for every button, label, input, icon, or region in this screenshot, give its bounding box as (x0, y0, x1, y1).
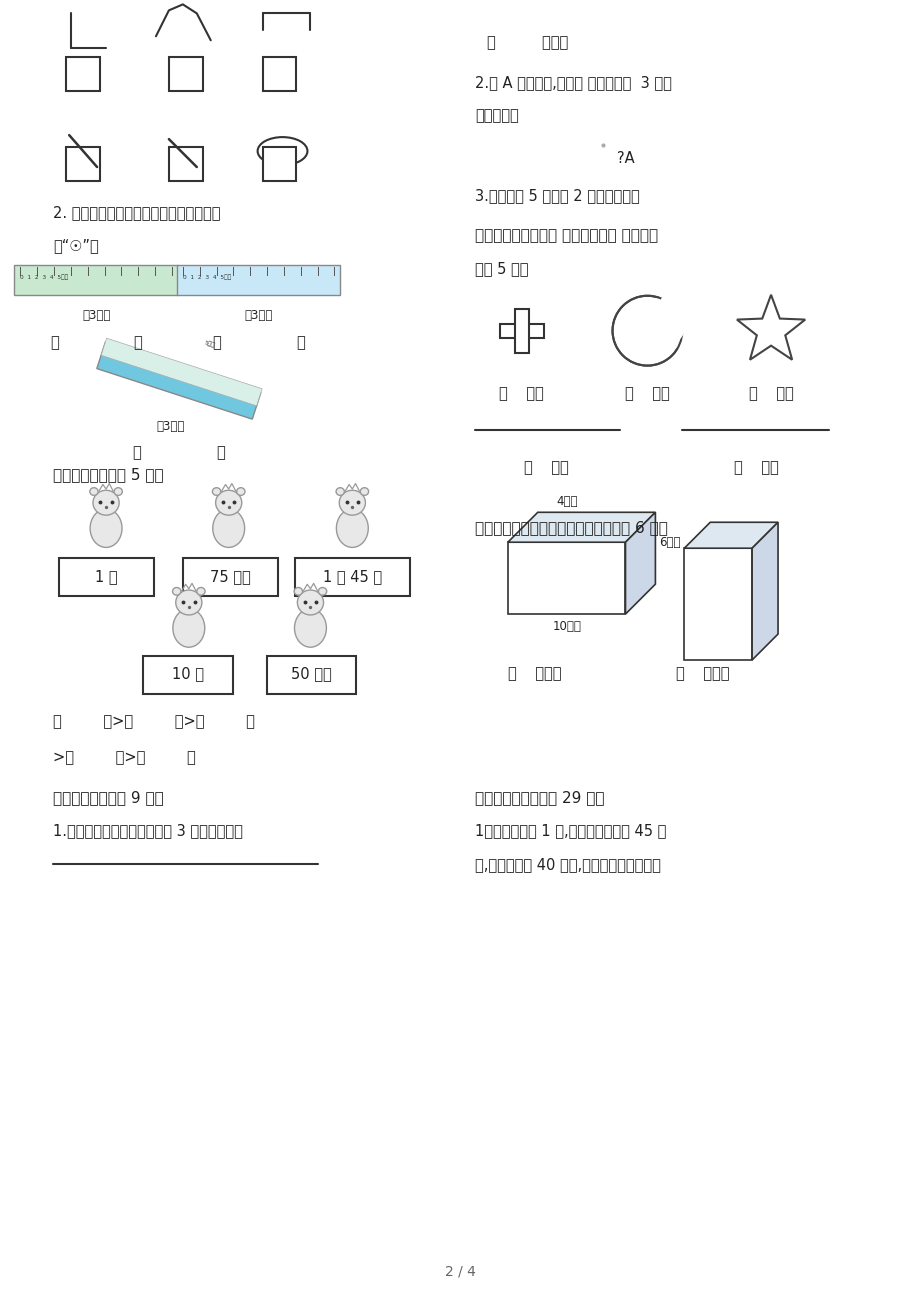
Ellipse shape (173, 609, 205, 647)
Polygon shape (625, 512, 654, 615)
Bar (507, 542, 625, 615)
Text: （    ）厘米: （ ）厘米 (507, 665, 561, 681)
Text: （共 5 分）: （共 5 分） (474, 260, 528, 276)
Text: 4厘米: 4厘米 (555, 495, 577, 508)
Text: >（         ）>（         ）: >（ ）>（ ） (53, 750, 196, 764)
Bar (15, 264, 177, 294)
Text: ?A: ?A (616, 151, 633, 167)
Text: （    ）条: （ ）条 (499, 387, 544, 401)
Bar (96, 342, 261, 419)
Bar (176, 264, 340, 294)
Ellipse shape (318, 587, 326, 595)
Ellipse shape (197, 587, 205, 595)
Ellipse shape (90, 488, 98, 495)
Ellipse shape (612, 296, 682, 366)
Bar (515, 309, 528, 353)
Bar (169, 57, 202, 91)
Bar (295, 559, 410, 596)
Text: 1.先量一量，再画一条比它短 3 厘米的线段。: 1.先量一量，再画一条比它短 3 厘米的线段。 (53, 824, 243, 838)
Text: （          ）厘米: （ ）厘米 (486, 35, 568, 51)
Bar (66, 147, 100, 181)
Text: 长3厘米: 长3厘米 (244, 309, 273, 322)
Ellipse shape (215, 491, 242, 516)
Ellipse shape (212, 488, 221, 495)
Ellipse shape (335, 488, 344, 495)
Polygon shape (752, 522, 777, 660)
Bar (684, 548, 752, 660)
Text: ）: ） (216, 445, 225, 461)
Text: 3.画一条比 5 厘米长 2 厘米的线段。: 3.画一条比 5 厘米长 2 厘米的线段。 (474, 187, 639, 203)
Text: （: （ (132, 445, 142, 461)
Bar (262, 57, 296, 91)
Text: 0  1  2  3  4  5厘米: 0 1 2 3 4 5厘米 (183, 273, 231, 280)
Text: ）: ） (296, 335, 304, 350)
Ellipse shape (176, 590, 201, 615)
Text: （    ）条: （ ）条 (748, 387, 792, 401)
Ellipse shape (360, 488, 369, 495)
Polygon shape (684, 522, 777, 548)
Ellipse shape (93, 491, 119, 516)
Text: 五、排一排。（共 5 分）: 五、排一排。（共 5 分） (53, 467, 164, 483)
Bar (262, 147, 296, 181)
Bar (142, 656, 233, 694)
Ellipse shape (636, 298, 686, 348)
Text: 六、操作题。（共 9 分）: 六、操作题。（共 9 分） (53, 790, 164, 805)
Bar (267, 656, 356, 694)
Text: 2. 下面的测量方法对吗？在对的方法下面: 2. 下面的测量方法对吗？在对的方法下面 (53, 204, 221, 220)
Ellipse shape (339, 491, 365, 516)
Ellipse shape (173, 587, 181, 595)
Text: 画“☉”。: 画“☉”。 (53, 238, 99, 253)
Ellipse shape (212, 509, 244, 547)
Text: 米,第二次用去 40 厘米,现在还剩多少厘米？: 米,第二次用去 40 厘米,现在还剩多少厘米？ (474, 858, 660, 872)
Ellipse shape (114, 488, 122, 495)
Text: 10厘米: 10厘米 (551, 620, 581, 633)
Text: （    ）条: （ ）条 (733, 461, 777, 475)
Bar (59, 559, 153, 596)
Ellipse shape (257, 137, 307, 165)
Bar (499, 324, 543, 337)
Text: 九、解决问题。（共 29 分）: 九、解决问题。（共 29 分） (474, 790, 604, 805)
Ellipse shape (294, 587, 302, 595)
Text: 2.以 A 点为端点,画两条 不同方向的  3 厘米: 2.以 A 点为端点,画两条 不同方向的 3 厘米 (474, 76, 671, 90)
Text: 5厘米: 5厘米 (203, 340, 215, 349)
Text: 1．一根彩带长 1 米,小美第一次用去 45 厘: 1．一根彩带长 1 米,小美第一次用去 45 厘 (474, 824, 665, 838)
Text: 八、仔细观察，算一算，填一填。（共 6 分）: 八、仔细观察，算一算，填一填。（共 6 分） (474, 521, 667, 535)
Text: （: （ (50, 335, 59, 350)
Text: 长3厘米: 长3厘米 (82, 309, 110, 322)
Ellipse shape (236, 488, 244, 495)
Ellipse shape (297, 590, 323, 615)
Text: 2 / 4: 2 / 4 (444, 1264, 475, 1279)
Text: 6厘米: 6厘米 (659, 535, 680, 548)
Bar (183, 559, 278, 596)
Text: 1 米 45 厘: 1 米 45 厘 (323, 569, 382, 583)
Text: 1 米: 1 米 (96, 569, 118, 583)
Bar (169, 147, 202, 181)
Text: （    ）条: （ ）条 (524, 461, 569, 475)
Text: 0  1  2  3  4  5厘米: 0 1 2 3 4 5厘米 (20, 273, 68, 280)
Text: 长的线段。: 长的线段。 (474, 108, 518, 124)
Ellipse shape (336, 509, 368, 547)
Bar (66, 57, 100, 91)
Text: 75 厘米: 75 厘米 (210, 569, 250, 583)
Polygon shape (507, 512, 654, 542)
Text: （    ）条: （ ）条 (624, 387, 669, 401)
Text: ）: ） (133, 335, 142, 350)
Text: 长3厘米: 长3厘米 (156, 421, 185, 434)
Ellipse shape (90, 509, 122, 547)
Polygon shape (736, 294, 804, 359)
Text: （         ）>（         ）>（         ）: （ ）>（ ）>（ ） (53, 713, 255, 729)
Text: （    ）厘米: （ ）厘米 (675, 665, 729, 681)
Text: 10 米: 10 米 (172, 667, 204, 681)
Text: （: （ (212, 335, 221, 350)
Text: 七、数一数，下面的 图形中各有几 条线段？: 七、数一数，下面的 图形中各有几 条线段？ (474, 228, 657, 243)
Ellipse shape (294, 609, 326, 647)
Bar (101, 339, 262, 406)
Text: 50 厘米: 50 厘米 (290, 667, 332, 681)
